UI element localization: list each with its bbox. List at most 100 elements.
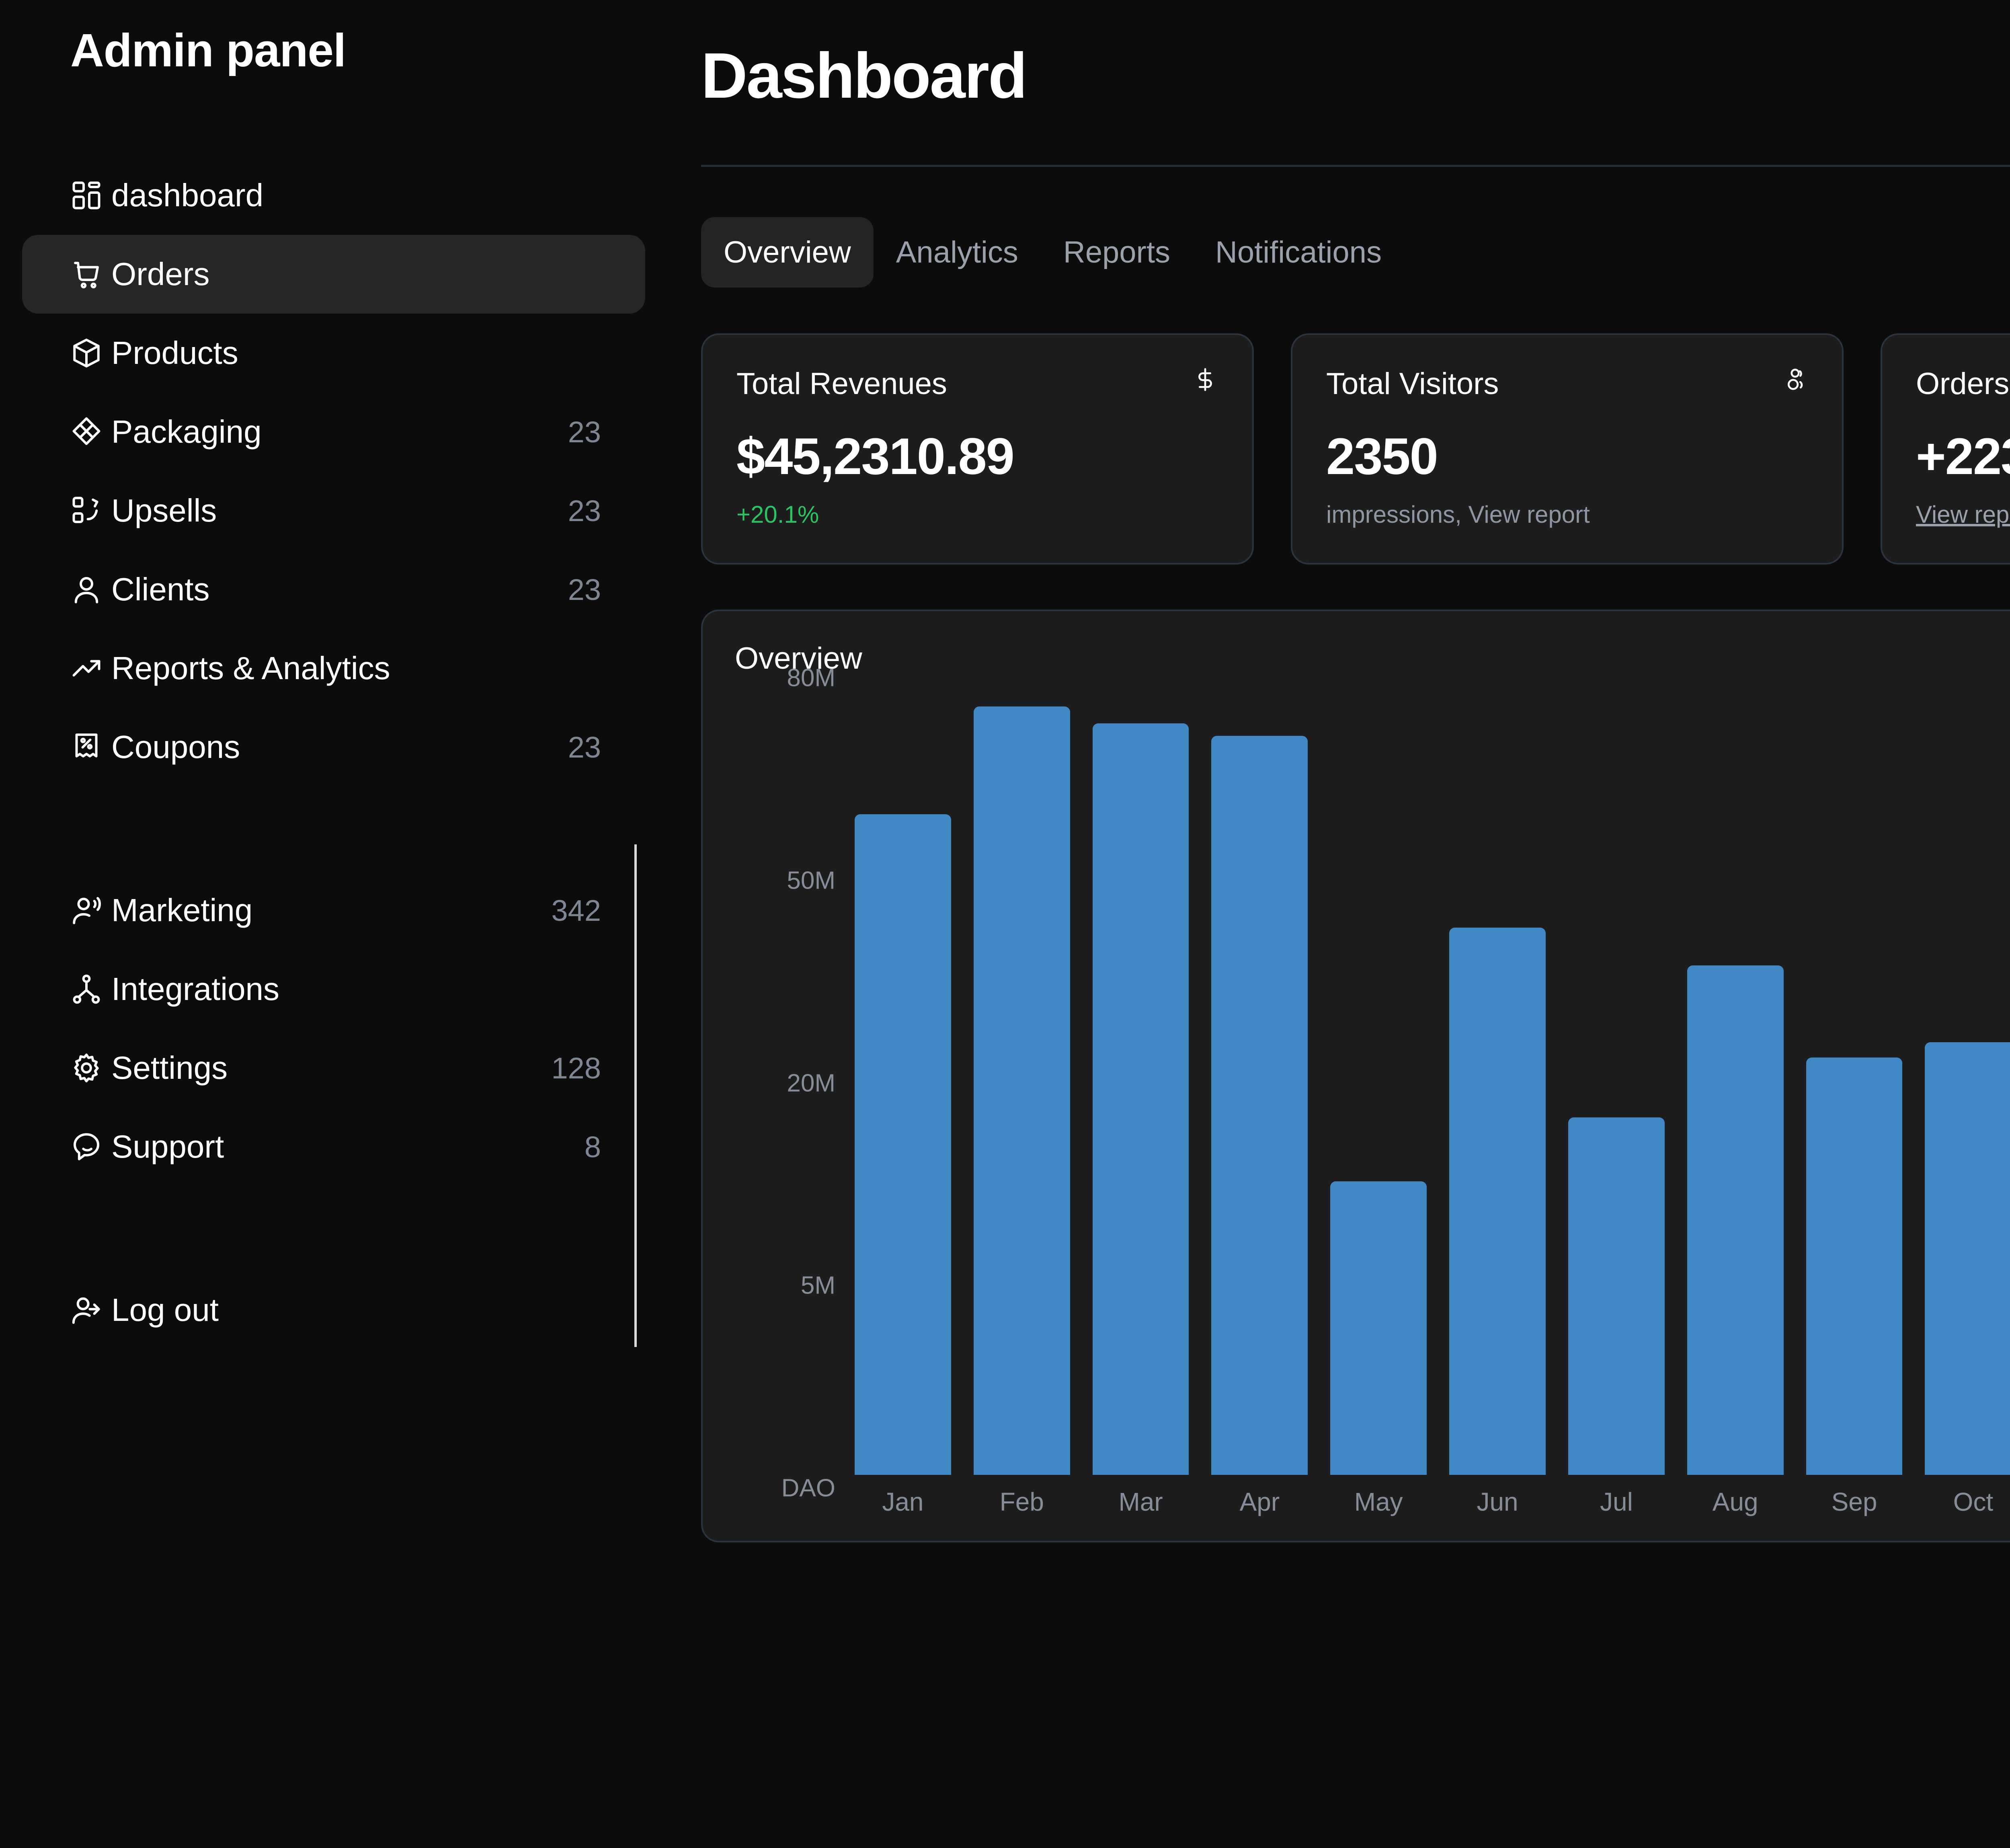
sidebar-item-badge: 23 <box>568 730 601 764</box>
stat-card-total-visitors: Total Visitors 2350 impressions, View repo… <box>1291 333 1844 565</box>
stat-cards: Total Revenues $45,2310.89 +20.1% Total Vis… <box>701 333 2010 565</box>
tab-overview[interactable]: Overview <box>701 217 874 287</box>
bar-apr[interactable] <box>1211 735 1308 1475</box>
sidebar-item-label: Upsells <box>111 493 217 528</box>
sidebar-item-settings[interactable]: Settings 128 <box>22 1029 645 1107</box>
sidebar: Admin panel dashboard Orders Products Packa… <box>0 0 667 1848</box>
users-icon <box>1782 366 1808 393</box>
sidebar-item-label: Settings <box>111 1050 228 1086</box>
bar-column <box>1330 706 1427 1475</box>
sidebar-item-label: Orders <box>111 256 210 292</box>
sidebar-item-products[interactable]: Products <box>22 314 645 392</box>
coupon-percent-icon <box>70 730 111 764</box>
y-axis-tick: 20M <box>787 1069 835 1097</box>
sidebar-item-integrations[interactable]: Integrations <box>22 950 645 1029</box>
sidebar-item-reports-analytics[interactable]: Reports & Analytics <box>22 629 645 708</box>
sidebar-item-coupons[interactable]: Coupons 23 <box>22 708 645 786</box>
sidebar-item-label: Integrations <box>111 971 280 1007</box>
bar-sep[interactable] <box>1806 1057 1903 1475</box>
x-axis-label: Aug <box>1712 1487 1758 1516</box>
stat-card-value: 2350 <box>1326 428 1438 485</box>
bar-feb[interactable] <box>973 706 1070 1475</box>
y-axis-tick: 50M <box>787 867 835 895</box>
sidebar-item-packaging[interactable]: Packaging 23 <box>22 392 645 471</box>
sidebar-item-label: Packaging <box>111 414 262 450</box>
sidebar-item-log-out[interactable]: Log out <box>22 1271 645 1349</box>
header-divider <box>701 165 2010 167</box>
logout-user-icon <box>70 1293 111 1327</box>
sidebar-item-upsells[interactable]: Upsells 23 <box>22 471 645 550</box>
tab-notifications[interactable]: Notifications <box>1215 235 1382 269</box>
sidebar-item-badge: 23 <box>568 573 601 606</box>
bar-mar[interactable] <box>1092 723 1189 1475</box>
toolbar: Overview Analytics Reports Notifications <box>701 212 2010 292</box>
sidebar-item-label: Clients <box>111 571 210 607</box>
stat-card-value: +2234 <box>1916 428 2010 485</box>
stat-card-header: Total Visitors <box>1326 366 1808 401</box>
sidebar-item-label: dashboard <box>111 177 264 213</box>
sidebar-item-marketing[interactable]: Marketing 342 <box>22 871 645 950</box>
plot-area: JanFebMarAprMayJunJulAugSepOctNovDec <box>855 706 2010 1517</box>
tab-bar: Overview Analytics Reports Notifications <box>701 217 1404 287</box>
bar-column <box>1449 706 1546 1475</box>
sidebar-divider <box>634 844 637 1347</box>
y-axis-tick: 5M <box>800 1271 835 1300</box>
sidebar-item-badge: 342 <box>551 893 601 927</box>
upsell-arrow-icon <box>70 494 111 528</box>
x-axis-label: Jan <box>882 1487 924 1516</box>
sidebar-item-badge: 23 <box>568 415 601 449</box>
x-axis-label: Feb <box>999 1487 1044 1516</box>
sidebar-item-label: Support <box>111 1129 224 1164</box>
dollar-icon <box>1192 366 1218 393</box>
bar-column <box>855 706 951 1475</box>
stat-card-total-revenues: Total Revenues $45,2310.89 +20.1% <box>701 333 1254 565</box>
sidebar-item-orders[interactable]: Orders <box>22 235 645 314</box>
tab-reports[interactable]: Reports <box>1063 235 1170 269</box>
layers-diamond-icon <box>70 415 111 449</box>
bar-column <box>1568 706 1665 1475</box>
bar-jan[interactable] <box>855 814 951 1475</box>
x-axis-label: Apr <box>1239 1487 1280 1516</box>
stat-card-title: Total Visitors <box>1326 367 1499 401</box>
x-axis-label: May <box>1354 1487 1403 1516</box>
stat-card-subtext[interactable]: View report <box>1916 501 2010 528</box>
sidebar-nav-secondary: Marketing 342 Integrations Settings 128 Suppo… <box>0 871 667 1186</box>
stat-card-title: Total Revenues <box>736 367 947 401</box>
sidebar-item-label: Products <box>111 335 238 371</box>
x-axis-label: Jul <box>1600 1487 1633 1516</box>
y-axis: DAO 5M 20M 50M 80M <box>735 664 835 1517</box>
shopping-cart-icon <box>70 257 111 291</box>
user-icon <box>70 573 111 606</box>
bar-jul[interactable] <box>1568 1117 1665 1475</box>
bar-oct[interactable] <box>1925 1042 2010 1475</box>
x-axis-label: Oct <box>1953 1487 1994 1516</box>
stat-card-subtext: +20.1% <box>736 501 819 528</box>
overview-chart-card: Overview DAO 5M 20M 50M 80M Jan Feb Mar Apr May J… <box>701 610 2010 1542</box>
network-nodes-icon <box>70 972 111 1006</box>
sidebar-item-support[interactable]: Support 8 <box>22 1107 645 1186</box>
tab-analytics[interactable]: Analytics <box>896 235 1018 269</box>
brand-title: Admin panel <box>70 24 346 76</box>
bar-column <box>1211 706 1308 1475</box>
x-axis: JanFebMarAprMayJunJulAugSepOctNovDec <box>855 1487 2010 1517</box>
chart-body: DAO 5M 20M 50M 80M Jan Feb Mar Apr May Jun Jul Aug S… <box>735 664 2010 1517</box>
bar-jun[interactable] <box>1449 928 1546 1475</box>
page-title: Dashboard <box>701 39 1028 111</box>
lower-row: Overview DAO 5M 20M 50M 80M Jan Feb Mar Apr May J… <box>701 610 2010 1848</box>
bar-column <box>1092 706 1189 1475</box>
sidebar-nav: dashboard Orders Products Packaging 23 Upsell… <box>0 156 667 786</box>
nav-footer-space <box>0 1186 667 1271</box>
sidebar-item-dashboard[interactable]: dashboard <box>22 156 645 235</box>
bar-column <box>973 706 1070 1475</box>
sidebar-item-label: Coupons <box>111 729 240 765</box>
y-axis-tick: DAO <box>781 1474 835 1502</box>
stat-card-value: $45,2310.89 <box>736 428 1015 485</box>
sidebar-item-badge: 128 <box>551 1051 601 1085</box>
bar-may[interactable] <box>1330 1181 1427 1475</box>
sidebar-item-clients[interactable]: Clients 23 <box>22 550 645 629</box>
gear-icon <box>70 1051 111 1085</box>
bar-column <box>1687 706 1784 1475</box>
bar-column <box>1925 706 2010 1475</box>
x-axis-label: Sep <box>1831 1487 1877 1516</box>
bar-aug[interactable] <box>1687 965 1784 1475</box>
